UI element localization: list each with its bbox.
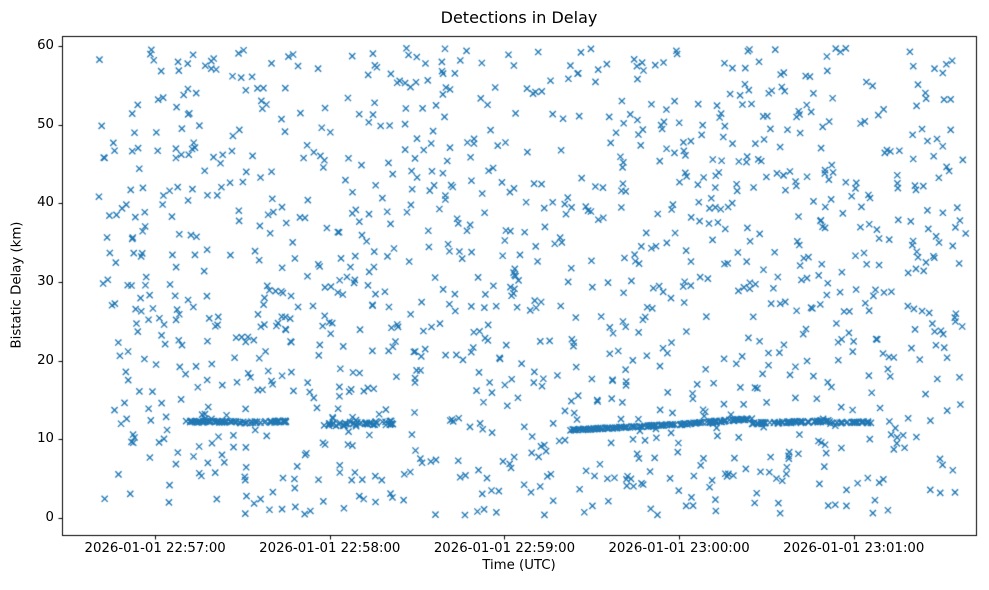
x-tick-label: 2026-01-01 22:58:00 — [259, 541, 401, 556]
y-tick-label: 60 — [37, 38, 54, 54]
y-tick-label: 0 — [45, 509, 54, 525]
chart-title: Detections in Delay — [440, 8, 598, 27]
y-tick-label: 40 — [37, 195, 54, 211]
y-tick-label: 30 — [37, 273, 54, 289]
x-tick-label: 2026-01-01 22:59:00 — [433, 541, 576, 556]
x-axis-label: Time (UTC) — [482, 558, 556, 573]
y-tick-label: 20 — [37, 352, 54, 368]
y-tick-label: 10 — [37, 431, 54, 447]
x-tick-label: 2026-01-01 23:00:00 — [608, 541, 750, 556]
x-tick-label: 2026-01-01 23:01:00 — [783, 541, 925, 556]
x-tick-label: 2026-01-01 22:57:00 — [84, 541, 226, 556]
y-tick-label: 50 — [37, 116, 54, 132]
